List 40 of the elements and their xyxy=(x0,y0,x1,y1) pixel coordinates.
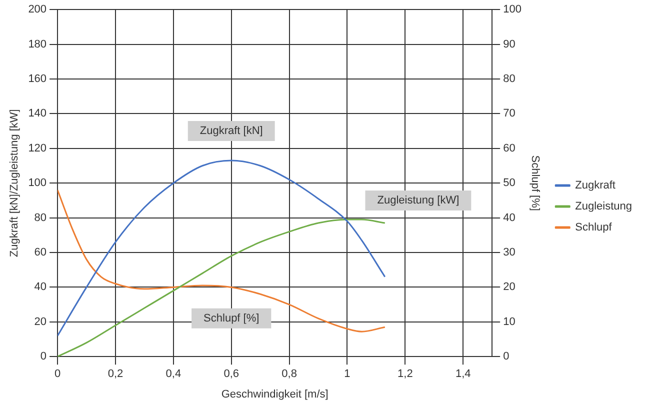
x-tick-label: 0,6 xyxy=(224,368,240,380)
y-tick-label: 180 xyxy=(28,38,47,50)
y2-tick-label: 90 xyxy=(503,38,516,50)
y-tick-label: 60 xyxy=(34,246,47,259)
legend-label: Zugkraft xyxy=(575,180,616,192)
y-tick-label: 140 xyxy=(28,108,47,120)
x-tick-label: 0 xyxy=(54,368,61,380)
y2-axis-title: Schlupf [%] xyxy=(529,155,541,211)
y-tick-label: 120 xyxy=(28,142,47,154)
annotation: Zugkraft [kN] xyxy=(200,125,263,138)
y2-tick-label: 20 xyxy=(503,281,516,294)
x-axis-title: Geschwindigkeit [m/s] xyxy=(221,388,328,400)
y2-tick-label: 0 xyxy=(503,350,510,363)
y2-tick-label: 100 xyxy=(503,4,522,16)
y2-tick-label: 40 xyxy=(503,212,516,224)
y-axis-title: Zugkraft [kN]/Zugleistung [kW] xyxy=(8,109,21,258)
y-tick-label: 0 xyxy=(40,350,47,363)
y2-tick-label: 50 xyxy=(503,177,516,190)
x-tick-label: 0,4 xyxy=(166,368,182,380)
y2-tick-label: 70 xyxy=(503,108,516,120)
y2-tick-label: 30 xyxy=(503,246,516,259)
legend-label: Zugleistung xyxy=(575,200,632,213)
x-tick-label: 0,2 xyxy=(108,368,124,380)
x-tick-label: 0,8 xyxy=(282,368,297,380)
y2-tick-label: 60 xyxy=(503,142,516,154)
y-tick-label: 40 xyxy=(34,281,47,294)
x-tick-label: 1,4 xyxy=(455,368,471,380)
y-tick-label: 160 xyxy=(28,73,47,86)
annotation: Schlupf [%] xyxy=(204,312,260,324)
y-tick-label: 200 xyxy=(28,4,47,16)
y-tick-label: 80 xyxy=(34,212,47,224)
annotation: Zugleistung [kW] xyxy=(377,194,460,206)
y-tick-label: 100 xyxy=(28,177,47,190)
y2-tick-label: 80 xyxy=(503,73,516,86)
line-series xyxy=(58,218,386,357)
y-tick-label: 20 xyxy=(34,316,47,328)
x-tick-label: 1,2 xyxy=(398,368,413,380)
y2-tick-label: 10 xyxy=(503,316,516,328)
x-tick-label: 1 xyxy=(344,368,350,380)
legend-label: Schlupf xyxy=(575,222,613,234)
